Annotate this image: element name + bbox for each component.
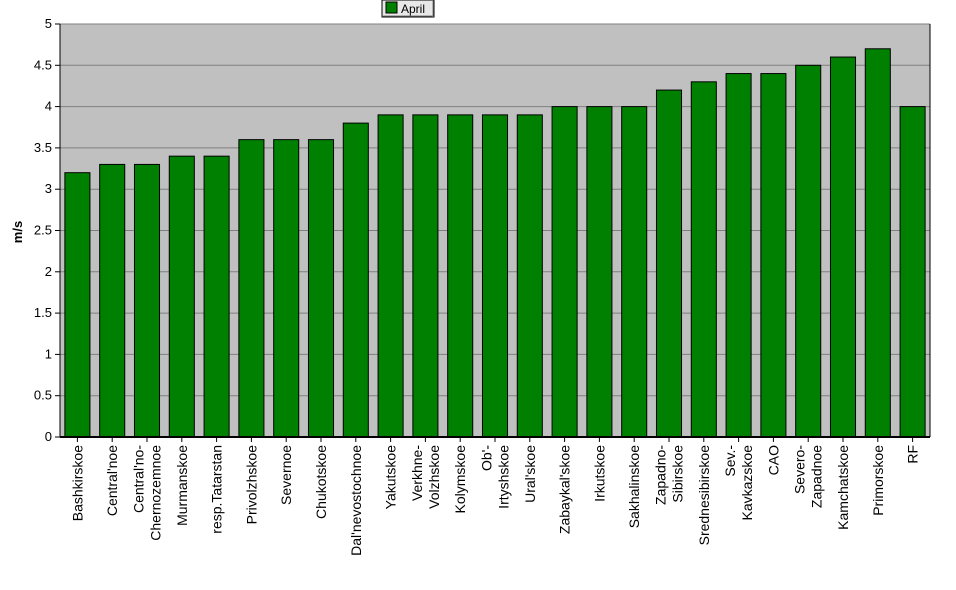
bar xyxy=(447,114,474,438)
y-axis-title: m/s xyxy=(10,221,25,243)
x-tick-label: Irkutskoe xyxy=(591,445,607,502)
x-tick-label: Chukotskoe xyxy=(313,445,329,519)
legend-swatch xyxy=(385,1,398,14)
bar xyxy=(655,89,683,438)
x-tick-label: Sev.-Kavkazskoe xyxy=(722,445,755,521)
x-tick-label: Murmanskoe xyxy=(174,445,190,526)
x-tick-label: Srednesibirskoe xyxy=(696,445,712,546)
x-tick-label: Zapadno-Sibirskoe xyxy=(653,445,686,505)
bar xyxy=(760,73,787,438)
bar xyxy=(133,163,161,438)
bar xyxy=(99,163,126,438)
bar xyxy=(516,114,543,438)
y-tick-label: 0 xyxy=(45,429,52,444)
bar xyxy=(690,81,717,438)
x-tick-label: Central'noe xyxy=(104,445,120,516)
bar xyxy=(725,73,752,438)
bar xyxy=(899,106,926,438)
x-tick-label: Severo-Zapadnoe xyxy=(792,445,825,508)
x-tick-label: Zabaykal'skoe xyxy=(557,445,573,534)
bar xyxy=(203,155,230,438)
x-tick-label: Sakhalinskoe xyxy=(626,445,642,528)
x-tick-label: resp.Tatarstan xyxy=(209,445,225,534)
bar xyxy=(168,155,195,438)
y-tick-label: 3.5 xyxy=(34,140,52,155)
y-tick-label: 2.5 xyxy=(34,223,52,238)
x-tick-label: Yakutskoe xyxy=(383,445,399,510)
bar xyxy=(342,122,369,438)
bar xyxy=(829,56,857,438)
bar xyxy=(621,106,648,438)
x-tick-label: Central'no-Chernozemnoe xyxy=(131,445,164,541)
y-tick-label: 5 xyxy=(45,16,52,31)
x-tick-label: Dal'nevostochnoe xyxy=(348,445,364,556)
x-tick-label: Verkhne-Volzhskoe xyxy=(409,445,442,509)
y-tick-label: 4.5 xyxy=(34,57,52,72)
y-tick-label: 0.5 xyxy=(34,388,52,403)
x-tick-label: Primorskoe xyxy=(870,445,886,516)
bar xyxy=(795,64,822,438)
x-tick-label: CAO xyxy=(765,445,781,475)
legend-label-april: April xyxy=(401,2,425,16)
y-tick-label: 4 xyxy=(45,99,52,114)
y-tick-label: 1 xyxy=(45,346,52,361)
y-tick-label: 1.5 xyxy=(34,305,52,320)
x-tick-label: Privolzhskoe xyxy=(243,445,259,525)
x-tick-label: Ural'skoe xyxy=(522,445,538,503)
bar xyxy=(64,172,91,438)
bar xyxy=(481,114,509,438)
bar xyxy=(377,114,404,438)
bar xyxy=(864,48,891,438)
x-tick-label: Severnoe xyxy=(278,445,294,505)
bar xyxy=(238,139,265,438)
x-tick-label: Bashkirskoe xyxy=(69,445,85,521)
bar xyxy=(273,139,300,438)
y-tick-label: 2 xyxy=(45,264,52,279)
x-tick-label: Kolymskoe xyxy=(452,445,468,514)
bar xyxy=(412,114,439,438)
legend: April xyxy=(381,0,435,18)
y-tick-label: 3 xyxy=(45,181,52,196)
x-tick-label: Kamchatskoe xyxy=(835,445,851,530)
x-tick-label: RF xyxy=(905,445,921,464)
x-tick-label: Ob'-Irtyshskoe xyxy=(479,445,512,509)
bar xyxy=(551,106,578,438)
bar xyxy=(586,106,613,438)
bar xyxy=(307,139,335,438)
